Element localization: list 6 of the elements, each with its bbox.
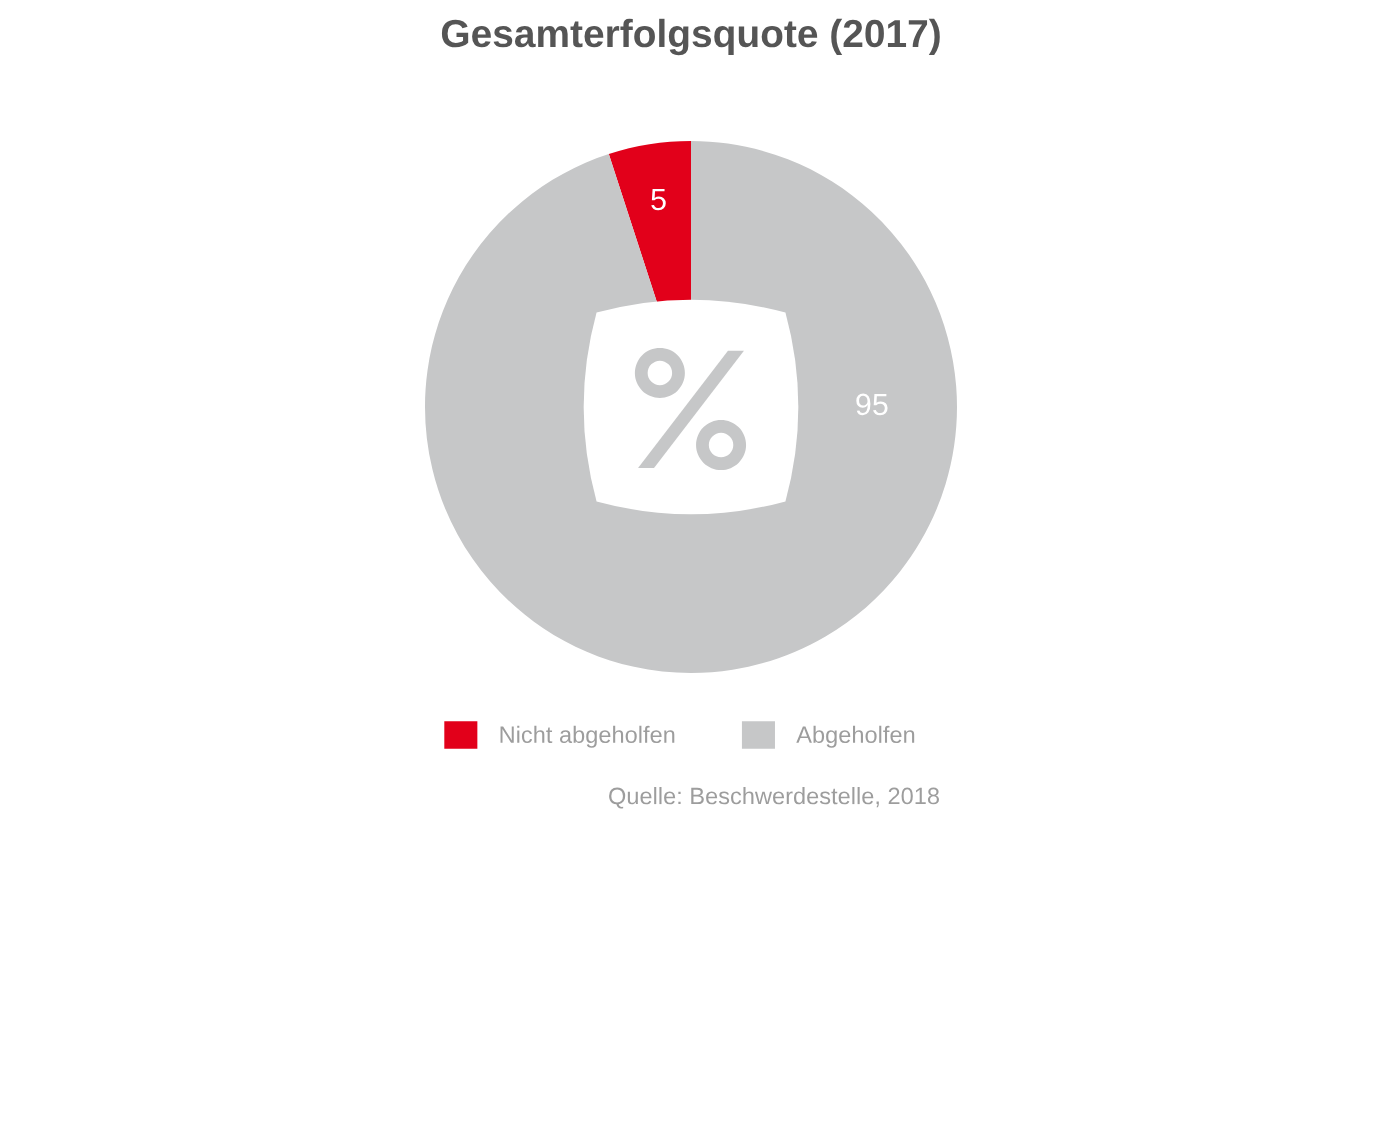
legend-label: Abgeholfen [796, 725, 915, 748]
chart-title: Gesamterfolgsquote (2017) [441, 18, 940, 56]
data-label: 95 [856, 393, 888, 416]
data-label: 5 [651, 188, 666, 211]
source-note: Quelle: Beschwerdestelle, 2018 [609, 786, 939, 809]
legend-label: Nicht abgeholfen [500, 725, 675, 748]
